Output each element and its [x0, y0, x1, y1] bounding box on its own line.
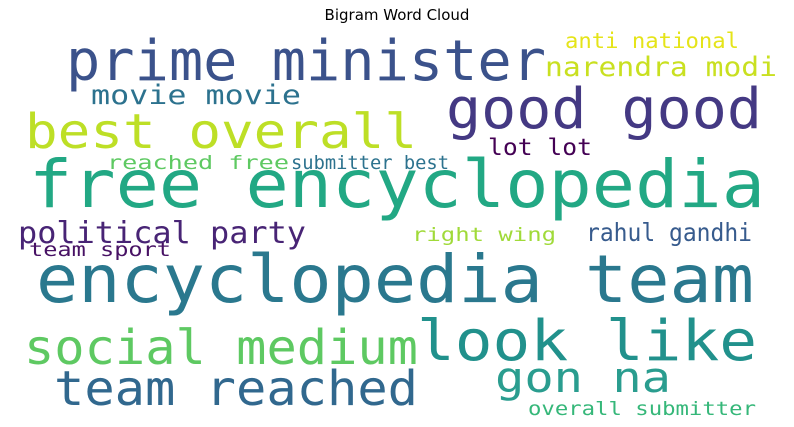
- word-look-like: look like: [417, 309, 757, 374]
- word-political-party: political party: [18, 216, 306, 251]
- word-narendra-modi: narendra modi: [545, 52, 777, 83]
- word-team-sport: team sport: [29, 239, 171, 261]
- word-free-encyclopedia: free encyclopedia: [29, 146, 765, 223]
- word-right-wing: right wing: [412, 224, 556, 246]
- word-gon-na: gon na: [495, 353, 671, 402]
- word-best-overall: best overall: [25, 104, 417, 160]
- word-rahul-gandhi: rahul gandhi: [586, 218, 752, 247]
- word-team-reached: team reached: [54, 361, 418, 417]
- chart-title: Bigram Word Cloud: [324, 6, 470, 24]
- word-good-good: good good: [446, 77, 762, 142]
- word-movie-movie: movie movie: [91, 80, 301, 111]
- word-reached-free: reached free: [107, 152, 289, 174]
- word-prime-minister: prime minister: [66, 29, 546, 94]
- word-submitter-best: submitter best: [291, 152, 449, 174]
- word-overall-submitter: overall submitter: [528, 398, 756, 420]
- word-encyclopedia-team: encyclopedia team: [36, 241, 754, 318]
- word-social-medium: social medium: [24, 320, 418, 376]
- word-anti-national: anti national: [565, 29, 739, 53]
- word-lot-lot: lot lot: [488, 135, 592, 161]
